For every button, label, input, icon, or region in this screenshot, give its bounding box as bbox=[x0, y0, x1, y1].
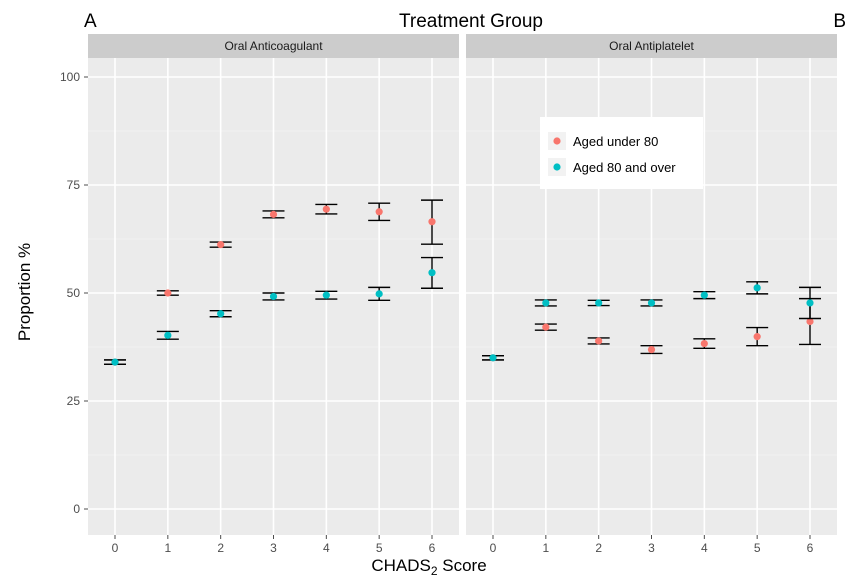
y-tick-label: 100 bbox=[60, 70, 80, 84]
data-point bbox=[542, 299, 550, 307]
x-tick-label: 5 bbox=[376, 541, 383, 555]
data-point bbox=[111, 358, 119, 366]
legend-label: Aged 80 and over bbox=[573, 160, 676, 175]
x-tick-label: 2 bbox=[595, 541, 602, 555]
data-point bbox=[217, 241, 225, 249]
data-point bbox=[806, 317, 814, 326]
data-point bbox=[700, 291, 708, 299]
x-tick-label: 4 bbox=[701, 541, 708, 555]
data-point bbox=[164, 289, 172, 297]
legend-label: Aged under 80 bbox=[573, 134, 658, 149]
facet-strip-label: Oral Anticoagulant bbox=[224, 39, 323, 53]
data-point bbox=[428, 218, 436, 226]
data-point bbox=[700, 339, 708, 348]
data-point bbox=[806, 299, 814, 307]
data-point bbox=[753, 333, 761, 341]
panel-label-a: A bbox=[84, 11, 97, 32]
data-point bbox=[542, 323, 550, 331]
y-tick-label: 50 bbox=[67, 286, 81, 300]
x-tick-label: 5 bbox=[754, 541, 761, 555]
x-axis-title-subscript: 2 bbox=[431, 564, 438, 576]
data-point bbox=[322, 291, 330, 299]
y-tick-label: 75 bbox=[67, 178, 81, 192]
legend-key-point bbox=[553, 163, 561, 171]
series-aged-80-and-over bbox=[104, 256, 443, 366]
x-tick-label: 0 bbox=[490, 541, 497, 555]
y-tick-label: 25 bbox=[67, 394, 81, 408]
x-axis-title: CHADS2 Score bbox=[371, 556, 486, 576]
data-point bbox=[269, 292, 278, 301]
x-axis-title-tail: Score bbox=[438, 556, 487, 575]
x-tick-label: 1 bbox=[542, 541, 549, 555]
y-tick-label: 0 bbox=[73, 502, 80, 516]
legend-box bbox=[540, 117, 703, 189]
data-point bbox=[375, 290, 383, 298]
x-axis-title-main: CHADS bbox=[371, 556, 431, 575]
data-point bbox=[489, 354, 497, 362]
facet-strip bbox=[88, 34, 459, 58]
x-tick-label: 6 bbox=[429, 541, 436, 555]
data-point bbox=[753, 284, 761, 292]
x-tick-label: 2 bbox=[217, 541, 224, 555]
legend: Aged under 80 Aged 80 and over bbox=[540, 117, 703, 189]
data-point bbox=[322, 205, 330, 213]
data-point bbox=[164, 331, 172, 339]
data-point bbox=[647, 345, 656, 354]
x-tick-label: 3 bbox=[270, 541, 277, 555]
data-point bbox=[217, 310, 225, 318]
x-tick-label: 3 bbox=[648, 541, 655, 555]
x-tick-label: 6 bbox=[807, 541, 814, 555]
facet-strip bbox=[466, 34, 837, 58]
x-tick-label: 0 bbox=[112, 541, 119, 555]
y-axis-title: Proportion % bbox=[15, 243, 34, 341]
facet-panel-1: Oral Anticoagulant 0 25 50 75 100 0 1 2 3 4 5 6 bbox=[60, 34, 459, 555]
data-point bbox=[375, 208, 383, 216]
data-point bbox=[595, 337, 603, 345]
figure-title: Treatment Group bbox=[399, 11, 543, 32]
legend-key-point bbox=[553, 137, 561, 145]
x-tick-label: 4 bbox=[323, 541, 330, 555]
x-tick-label: 1 bbox=[164, 541, 171, 555]
panel-label-b: B bbox=[833, 11, 846, 32]
facet-panel-2: Oral Antiplatelet 0 1 2 3 4 5 6 bbox=[466, 34, 837, 555]
series-aged-80-and-over bbox=[482, 281, 821, 362]
data-point bbox=[428, 269, 436, 277]
data-point bbox=[647, 299, 656, 307]
data-point bbox=[269, 210, 278, 218]
data-point bbox=[595, 299, 603, 307]
facet-strip-label: Oral Antiplatelet bbox=[609, 39, 694, 53]
